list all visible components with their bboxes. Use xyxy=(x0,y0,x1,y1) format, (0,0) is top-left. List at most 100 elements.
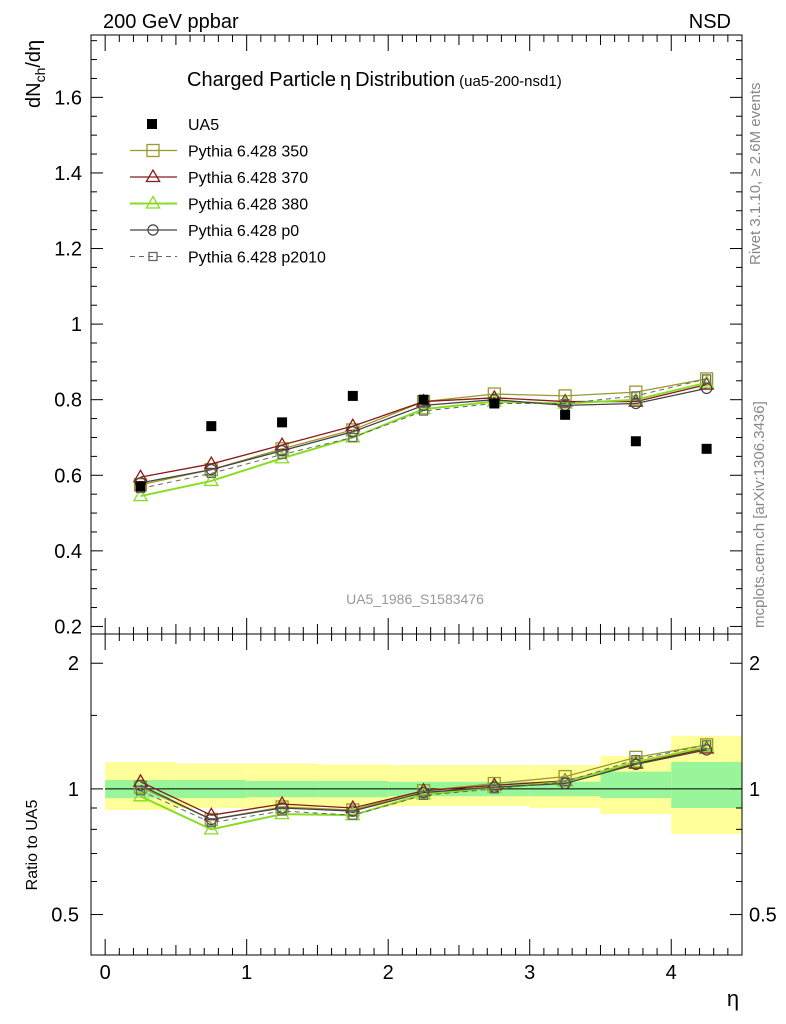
series-line-p0 xyxy=(140,387,707,484)
legend-label-p2010: Pythia 6.428 p2010 xyxy=(188,250,326,267)
ratio-line-380 xyxy=(140,746,707,831)
ratio-marker-p2010 xyxy=(348,810,358,820)
data-point-ua5 xyxy=(277,417,288,428)
legend: UA5 Pythia 6.428 350 Pythia 6.428 370 Pythi… xyxy=(130,117,326,267)
band-inner xyxy=(671,761,742,808)
y-tick-label: 0.6 xyxy=(54,465,82,487)
legend-marker-p0 xyxy=(147,224,159,236)
ratio-marker-p2010 xyxy=(206,818,216,828)
legend-marker-380 xyxy=(145,195,161,209)
data-point-ua5 xyxy=(418,394,429,405)
series-marker-p2010 xyxy=(348,432,358,443)
x-tick-label: 3 xyxy=(524,962,535,984)
ratio-marker-380 xyxy=(274,805,290,820)
ratio-y-tick-label: 0.5 xyxy=(51,905,79,927)
ratio-y-tick-label-right: 1 xyxy=(749,779,760,801)
legend-label-370: Pythia 6.428 370 xyxy=(188,170,308,187)
legend-label-p0: Pythia 6.428 p0 xyxy=(188,223,299,240)
y-axis-label: dNch/dη xyxy=(23,40,48,108)
y-tick-label: 1 xyxy=(71,314,82,336)
series-marker-p2010 xyxy=(206,468,216,479)
series-marker-370 xyxy=(274,436,290,451)
series-marker-370 xyxy=(203,455,220,470)
series-marker-p0 xyxy=(276,445,288,457)
x-tick-label: 4 xyxy=(666,962,677,984)
ratio-marker-p0 xyxy=(276,802,288,814)
ratio-marker-370 xyxy=(486,777,503,791)
main-panel: Charged Particle η Distribution (ua5-200-ns… xyxy=(23,34,743,638)
data-point-ua5 xyxy=(560,409,571,420)
legend-marker-370 xyxy=(145,168,161,183)
y-tick-label: 0.2 xyxy=(54,616,82,638)
ratio-marker-p0 xyxy=(630,758,642,771)
chart-title-symbol: η xyxy=(340,69,351,91)
ratio-marker-p0 xyxy=(559,777,571,790)
data-point-ua5 xyxy=(630,436,641,447)
y-tick-label: 1.2 xyxy=(54,239,82,261)
series-marker-380 xyxy=(628,391,644,405)
series-marker-p0 xyxy=(205,463,217,476)
series-marker-p2010 xyxy=(631,391,641,401)
data-point-ua5 xyxy=(489,398,500,409)
x-tick-label: 1 xyxy=(241,962,252,984)
ratio-y-axis-label: Ratio to UA5 xyxy=(24,800,41,891)
ratio-marker-p0 xyxy=(488,781,501,793)
series-marker-p0 xyxy=(347,426,359,438)
series-marker-380 xyxy=(415,400,432,415)
ratio-marker-p0 xyxy=(134,779,147,792)
band-inner xyxy=(600,771,672,799)
ratio-line-p0 xyxy=(140,749,707,821)
series-marker-380 xyxy=(132,487,149,502)
chart-title-rest: Distribution xyxy=(355,69,455,91)
data-point-ua5 xyxy=(206,421,217,432)
ratio-marker-p2010 xyxy=(135,786,146,796)
ratio-y-tick-label-right: 2 xyxy=(749,653,760,675)
ratio-marker-p0 xyxy=(700,744,713,756)
ratio-marker-p0 xyxy=(347,805,359,817)
ratio-y-tick-label: 1 xyxy=(68,779,79,801)
series-marker-p0 xyxy=(630,397,642,410)
y-tick-label: 1.6 xyxy=(54,87,82,109)
ratio-marker-p2010 xyxy=(560,777,570,787)
y-tick-label: 1.4 xyxy=(54,163,82,185)
ratio-marker-p2010 xyxy=(631,755,641,765)
data-point-ua5 xyxy=(701,443,712,454)
data-point-ua5 xyxy=(135,481,146,492)
ratio-marker-p0 xyxy=(205,813,217,826)
legend-label-ua5: UA5 xyxy=(188,117,219,134)
series-marker-380 xyxy=(698,374,715,388)
ratio-marker-380 xyxy=(203,821,220,835)
chart-title: Charged Particle η Distribution (ua5-200-ns… xyxy=(187,69,562,91)
ratio-y-tick-label-right: 0.5 xyxy=(749,905,777,927)
ratio-marker-350 xyxy=(133,780,148,794)
ratio-marker-p0 xyxy=(417,786,430,799)
series-marker-p2010 xyxy=(701,374,712,384)
ratio-marker-p2010 xyxy=(418,790,429,801)
ratio-marker-p2010 xyxy=(277,806,287,816)
series-marker-370 xyxy=(557,393,573,407)
y-tick-label: 0.4 xyxy=(54,541,82,563)
ratio-marker-p2010 xyxy=(489,784,499,794)
series-line-380 xyxy=(140,381,707,498)
watermark: UA5_1986_S1583476 xyxy=(346,591,484,607)
x-tick-label: 0 xyxy=(100,962,111,984)
chart-title-main: Charged Particle xyxy=(187,69,336,91)
series-marker-p2010 xyxy=(277,449,287,460)
ratio-y-tick-label: 2 xyxy=(68,653,79,675)
y-tick-label: 0.8 xyxy=(54,390,82,412)
ratio-panel: Ratio to UA5 η 0.5 0.5 1 1 2 2 0 1 2 3 4 xyxy=(24,633,777,1011)
header-left: 200 GeV ppbar xyxy=(103,11,239,33)
legend-marker-350 xyxy=(146,143,160,158)
series-marker-380 xyxy=(203,472,220,487)
legend-label-350: Pythia 6.428 350 xyxy=(188,144,308,161)
legend-label-380: Pythia 6.428 380 xyxy=(188,197,308,214)
series-marker-p2010 xyxy=(560,398,570,409)
legend-marker-ua5 xyxy=(147,119,157,129)
rivet-version-label: Rivet 3.1.10, ≥ 2.6M events xyxy=(747,83,764,266)
series-marker-p2010 xyxy=(418,406,429,416)
chart-title-tag: (ua5-200-nsd1) xyxy=(459,73,562,90)
data-point-ua5 xyxy=(347,390,358,401)
x-tick-label: 2 xyxy=(383,962,394,984)
ratio-line-p2010 xyxy=(140,744,707,824)
